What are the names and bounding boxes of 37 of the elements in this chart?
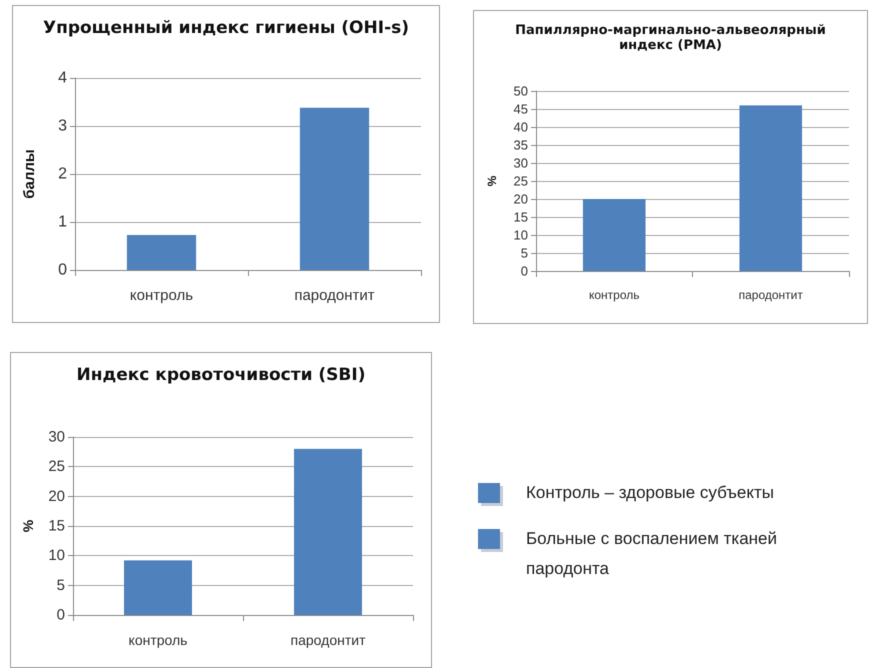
y-tick-label: 4 — [58, 70, 68, 86]
y-tick-label: 30 — [48, 428, 65, 446]
y-axis-title: % — [485, 175, 499, 186]
y-tick-label: 15 — [514, 210, 528, 224]
y-tick-label: 3 — [58, 118, 68, 134]
y-axis-title: % — [20, 519, 36, 532]
chart-title: Индекс кровоточивости (SBI) — [76, 365, 366, 385]
x-tick-label: пародонтит — [738, 288, 804, 302]
y-tick-label: 25 — [514, 174, 528, 188]
y-tick-label: 35 — [514, 138, 528, 152]
text: Контроль – здоровые субъекты — [526, 482, 775, 504]
x-tick-label: пародонтит — [294, 287, 375, 304]
y-axis-title: баллы — [21, 149, 38, 199]
y-tick-label: 0 — [58, 262, 68, 278]
y-tick-label: 40 — [514, 120, 528, 134]
text: Больные с воспалением тканей пародонта — [526, 528, 778, 580]
y-tick-label: 0 — [56, 606, 65, 624]
y-tick-label: 30 — [514, 156, 528, 170]
x-tick-label: контроль — [128, 632, 188, 648]
y-tick-label: 10 — [48, 547, 65, 564]
y-tick-label: 2 — [58, 166, 68, 182]
y-tick-label: 20 — [48, 488, 65, 505]
y-tick-label: 25 — [48, 458, 65, 476]
y-tick-label: 10 — [514, 228, 528, 242]
y-tick-label: 50 — [514, 84, 528, 98]
chart-title: Папиллярно-маргинально-альвеолярный индекс (PMA) — [514, 23, 827, 53]
y-tick-label: 45 — [514, 102, 528, 116]
x-tick-label: контроль — [130, 287, 194, 304]
y-tick-label: 1 — [58, 214, 68, 230]
x-tick-label: пародонтит — [290, 632, 366, 648]
y-tick-label: 5 — [56, 576, 65, 594]
chart-title: Упрощенный индекс гигиены (OHI-s) — [42, 18, 410, 38]
y-tick-label: 20 — [514, 192, 528, 206]
y-tick-label: 5 — [520, 246, 528, 260]
y-tick-label: 0 — [520, 264, 528, 278]
y-tick-label: 15 — [48, 518, 65, 534]
x-tick-label: контроль — [588, 288, 640, 302]
